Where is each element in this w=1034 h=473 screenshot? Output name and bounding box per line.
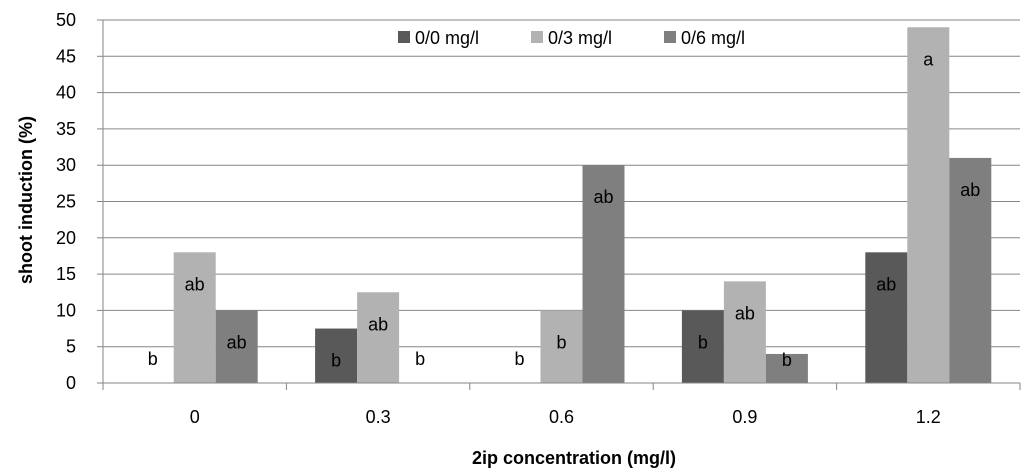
y-tick-labels: 0 5 10 15 20 25 30 35 40 45 50 bbox=[56, 10, 76, 393]
bar-label: ab bbox=[876, 274, 896, 294]
bar-label: a bbox=[923, 49, 934, 69]
bar bbox=[582, 165, 625, 383]
bar bbox=[865, 252, 908, 383]
bars bbox=[173, 27, 992, 383]
legend-label: 0/0 mg/l bbox=[415, 28, 479, 48]
y-tick-label: 30 bbox=[56, 155, 76, 175]
legend-label: 0/6 mg/l bbox=[681, 28, 745, 48]
y-tick-label: 35 bbox=[56, 119, 76, 139]
y-tick-label: 45 bbox=[56, 46, 76, 66]
y-tick-label: 25 bbox=[56, 192, 76, 212]
legend-swatch bbox=[664, 31, 676, 43]
x-axis-title: 2ip concentration (mg/l) bbox=[472, 448, 676, 468]
y-tick-label: 5 bbox=[66, 337, 76, 357]
y-tick-label: 0 bbox=[66, 373, 76, 393]
bar-label: ab bbox=[227, 332, 247, 352]
bar-labels: b ab ab b ab b b b ab b ab b ab a ab bbox=[148, 49, 981, 370]
x-tick-label: 0.3 bbox=[366, 407, 391, 427]
bar bbox=[215, 310, 258, 383]
bar bbox=[765, 353, 808, 383]
bar bbox=[357, 292, 400, 383]
bar-label: b bbox=[698, 332, 708, 352]
bar bbox=[681, 310, 724, 383]
bar-label: b bbox=[556, 332, 566, 352]
x-tick-labels: 0 0.3 0.6 0.9 1.2 bbox=[190, 407, 941, 427]
bar-label: ab bbox=[960, 180, 980, 200]
bar bbox=[315, 328, 358, 383]
bar-label: ab bbox=[735, 303, 755, 323]
y-tick-label: 20 bbox=[56, 228, 76, 248]
bar-label: ab bbox=[185, 274, 205, 294]
x-tick-label: 0.6 bbox=[549, 407, 574, 427]
bar-label: b bbox=[331, 351, 341, 371]
bar-label: ab bbox=[593, 187, 613, 207]
y-axis-title: shoot induction (%) bbox=[16, 116, 36, 284]
legend-label: 0/3 mg/l bbox=[548, 28, 612, 48]
axes bbox=[97, 19, 1021, 390]
x-tick-label: 0 bbox=[190, 407, 200, 427]
y-tick-label: 50 bbox=[56, 10, 76, 30]
bar bbox=[540, 310, 583, 383]
bar-label: b bbox=[415, 349, 425, 369]
bar bbox=[907, 27, 950, 383]
y-tick-label: 10 bbox=[56, 300, 76, 320]
y-tick-label: 15 bbox=[56, 264, 76, 284]
bar bbox=[949, 157, 992, 383]
bar-label: ab bbox=[368, 314, 388, 334]
bar-label: b bbox=[514, 349, 524, 369]
x-tick-label: 0.9 bbox=[732, 407, 757, 427]
legend-swatch bbox=[531, 31, 543, 43]
bar-label: b bbox=[782, 350, 792, 370]
x-tick-label: 1.2 bbox=[916, 407, 941, 427]
legend: 0/0 mg/l 0/3 mg/l 0/6 mg/l bbox=[398, 28, 745, 48]
bar-label: b bbox=[148, 349, 158, 369]
bar bbox=[173, 252, 216, 383]
legend-swatch bbox=[398, 31, 410, 43]
bar bbox=[723, 281, 766, 383]
y-tick-label: 40 bbox=[56, 83, 76, 103]
